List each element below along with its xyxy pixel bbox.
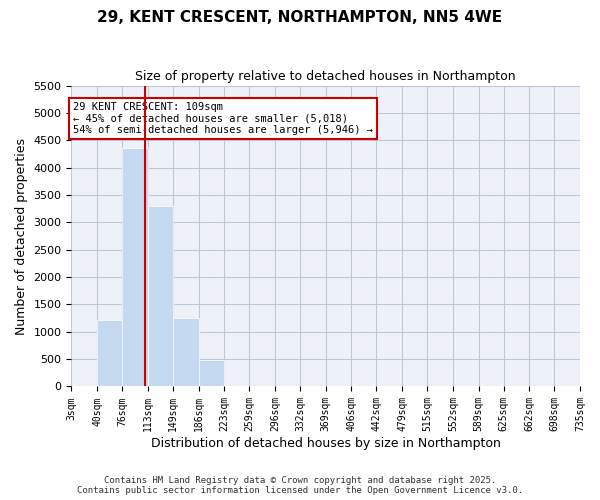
Y-axis label: Number of detached properties: Number of detached properties [15, 138, 28, 334]
Text: 29, KENT CRESCENT, NORTHAMPTON, NN5 4WE: 29, KENT CRESCENT, NORTHAMPTON, NN5 4WE [97, 10, 503, 25]
Text: 29 KENT CRESCENT: 109sqm
← 45% of detached houses are smaller (5,018)
54% of sem: 29 KENT CRESCENT: 109sqm ← 45% of detach… [73, 102, 373, 135]
Bar [97, 320, 122, 386]
Bar [122, 148, 148, 386]
Bar [173, 318, 199, 386]
Text: Contains HM Land Registry data © Crown copyright and database right 2025.
Contai: Contains HM Land Registry data © Crown c… [77, 476, 523, 495]
Bar [199, 360, 224, 386]
X-axis label: Distribution of detached houses by size in Northampton: Distribution of detached houses by size … [151, 437, 500, 450]
Bar [148, 206, 173, 386]
Title: Size of property relative to detached houses in Northampton: Size of property relative to detached ho… [136, 70, 516, 83]
